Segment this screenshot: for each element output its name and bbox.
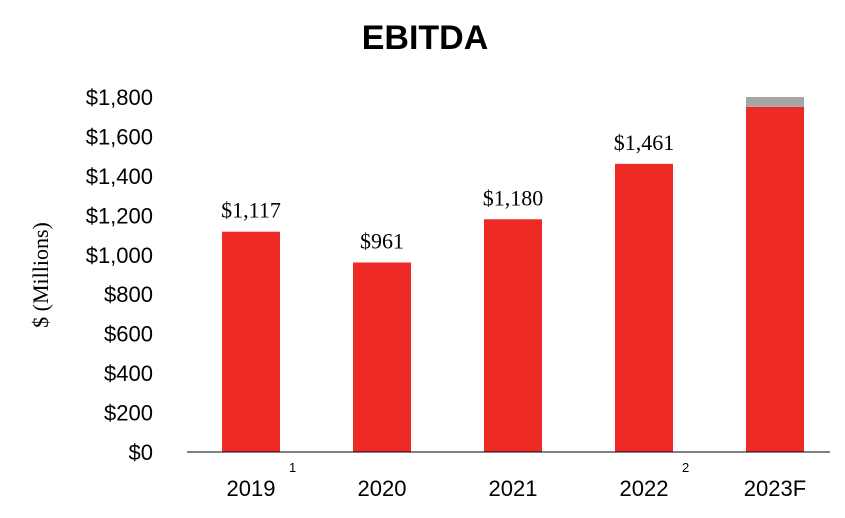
bar-increment-2023F (746, 97, 804, 107)
y-axis-ticks: $0 $200 $400 $600 $800 $1,000 $1,200 $1,400 $1,6… (86, 85, 153, 465)
bar-2020 (353, 262, 411, 452)
x-tick-label: 2019 (227, 476, 276, 501)
x-tick-label: 2023F (744, 476, 806, 501)
footnote-marker: 2 (682, 460, 689, 475)
y-tick-label: $1,800 (86, 85, 153, 110)
bar-2019 (222, 231, 280, 452)
y-tick-label: $1,400 (86, 164, 153, 189)
y-tick-label: $1,600 (86, 124, 153, 149)
bar-2021 (484, 219, 542, 452)
y-tick-label: $400 (104, 361, 153, 386)
data-labels: $1,117 $961 $1,180 $1,461 (221, 130, 674, 254)
x-tick-label: 2022 (620, 476, 669, 501)
y-tick-label: $800 (104, 282, 153, 307)
y-tick-label: $600 (104, 322, 153, 347)
bar-2023F (746, 106, 804, 452)
y-tick-label: $1,200 (86, 203, 153, 228)
y-tick-label: $0 (129, 440, 153, 465)
bars (222, 97, 804, 452)
data-label: $961 (360, 228, 404, 253)
y-axis-label: $ (Millions) (28, 222, 53, 328)
bar-2022 (615, 163, 673, 452)
data-label: $1,180 (483, 185, 544, 210)
footnote-marker: 1 (289, 460, 296, 475)
data-label: $1,461 (614, 130, 675, 155)
chart-title: EBITDA (362, 19, 489, 57)
x-axis-ticks: 2019 1 2020 2021 2022 2 2023F (227, 460, 807, 501)
x-tick-label: 2021 (489, 476, 538, 501)
y-tick-label: $1,000 (86, 243, 153, 268)
x-tick-label: 2020 (358, 476, 407, 501)
data-label: $1,117 (221, 198, 281, 223)
y-tick-label: $200 (104, 401, 153, 426)
